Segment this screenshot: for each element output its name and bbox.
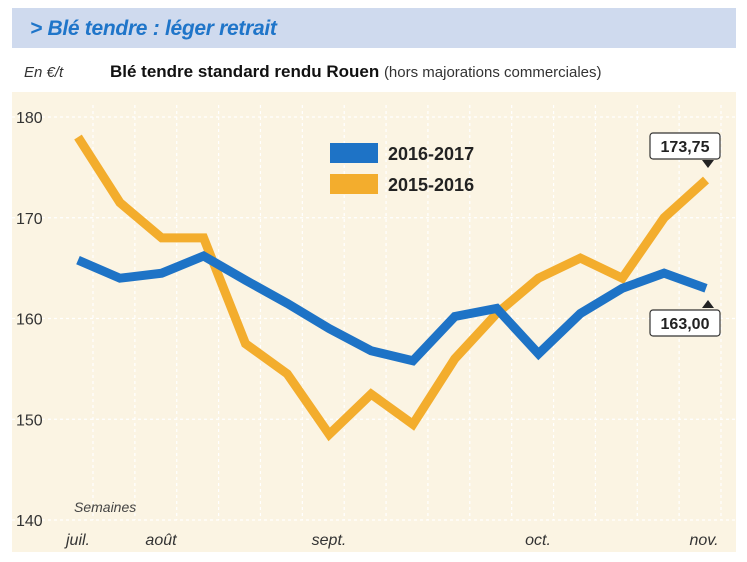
chart-title: Blé tendre standard rendu Rouen (110, 62, 380, 81)
annotation-box (649, 132, 721, 160)
x-axis-label: Semaines (74, 499, 136, 515)
y-tick-label: 180 (16, 110, 43, 127)
series-line-2016-2017 (76, 250, 708, 366)
legend-swatch (330, 174, 378, 194)
series-line-2015-2016 (74, 134, 710, 442)
annotation-box (649, 309, 721, 337)
x-month-label: nov. (689, 532, 718, 549)
annotation-label: 173,75 (661, 139, 710, 156)
annotation-pointer (702, 160, 714, 168)
y-tick-label: 140 (16, 513, 43, 530)
legend-label: 2016-2017 (388, 144, 474, 164)
chart-subtitle: (hors majorations commerciales) (383, 64, 602, 81)
x-month-label: oct. (525, 532, 551, 549)
annotation-pointer (702, 300, 714, 308)
annotation-label: 163,00 (661, 316, 710, 333)
chart-heading: Blé tendre standard rendu Rouen (hors ma… (110, 62, 602, 82)
unit-label: En €/t (24, 64, 64, 81)
y-tick-label: 160 (16, 312, 43, 329)
legend-swatch (330, 143, 378, 163)
x-month-label: juil. (64, 532, 90, 549)
x-month-label: août (145, 532, 177, 549)
legend-label: 2015-2016 (388, 175, 474, 195)
y-tick-label: 150 (16, 412, 43, 429)
plot-background (12, 92, 736, 552)
y-tick-label: 170 (16, 211, 43, 228)
header-banner: > Blé tendre : léger retrait (12, 8, 736, 48)
page-title: > Blé tendre : léger retrait (30, 17, 277, 40)
x-month-label: sept. (312, 532, 347, 549)
